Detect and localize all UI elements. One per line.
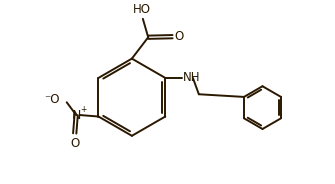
- Text: N: N: [71, 109, 81, 121]
- Text: O: O: [70, 137, 79, 150]
- Text: ⁻O: ⁻O: [45, 93, 60, 106]
- Text: +: +: [80, 105, 87, 114]
- Text: HO: HO: [132, 3, 150, 16]
- Text: O: O: [175, 30, 184, 43]
- Text: NH: NH: [183, 71, 201, 84]
